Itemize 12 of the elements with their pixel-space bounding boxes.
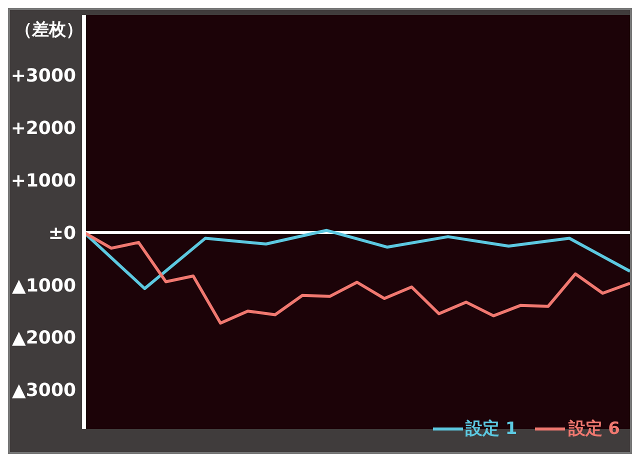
- y-tick-label: ▲2000: [12, 328, 76, 349]
- y-tick-label: +1000: [10, 170, 76, 192]
- line-series: [84, 228, 630, 290]
- y-tick-label: +3000: [10, 66, 76, 87]
- y-tick-label: +2000: [10, 118, 76, 140]
- legend-label: 設定 6: [567, 418, 620, 440]
- y-tick-label: ▲1000: [12, 275, 76, 296]
- y-axis-title: （差枚）: [14, 19, 84, 41]
- line-series: [84, 230, 630, 325]
- y-tick-label: ±0: [48, 222, 76, 244]
- y-tick-label: ▲3000: [12, 380, 76, 402]
- legend-label: 設定 1: [464, 418, 518, 440]
